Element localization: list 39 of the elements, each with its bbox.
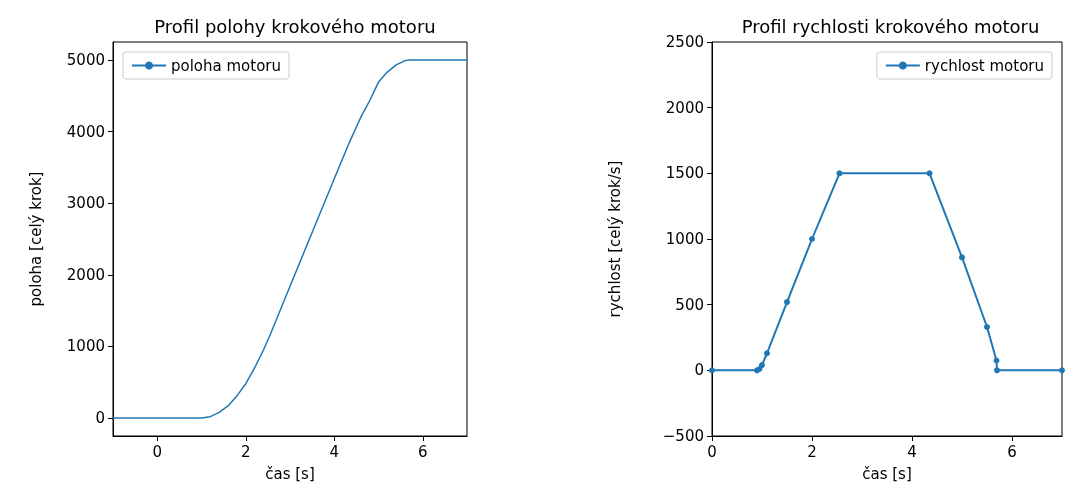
x-tick-label: 6 <box>1007 442 1017 461</box>
line-series <box>112 59 468 419</box>
x-tick-label: 2 <box>240 442 251 461</box>
point <box>784 299 790 306</box>
y-tick-label: 1000 <box>66 337 105 356</box>
y-tick-label: 500 <box>675 295 704 314</box>
point <box>959 254 965 261</box>
x-tick-label: 2 <box>807 442 817 461</box>
x-tick-label: 0 <box>152 442 163 461</box>
point <box>809 236 815 242</box>
chart-title: Profil rychlosti krokového motoru <box>741 15 1040 37</box>
x-axis-title: čas [s] <box>265 464 315 483</box>
point <box>764 350 770 357</box>
y-tick-label: 2000 <box>66 265 105 284</box>
y-tick-label: 1500 <box>665 164 704 183</box>
y-tick-label: 4000 <box>66 122 105 141</box>
y-tick-label: 0 <box>95 409 105 428</box>
y-tick-label: 1000 <box>665 230 704 248</box>
y-axis-title: rychlost [celý krok/s] <box>605 160 624 318</box>
y-tick-label: 2500 <box>665 33 704 51</box>
x-tick-label: 6 <box>417 442 428 461</box>
point <box>993 357 1000 364</box>
y-axis-title: poloha [celý krok] <box>26 171 45 307</box>
x-tick-label: 0 <box>707 442 717 461</box>
point <box>994 367 1000 374</box>
x-tick-label: 4 <box>907 442 917 461</box>
chart-title: Profil polohy krokového motoru <box>154 15 436 37</box>
y-tick-label: −500 <box>662 427 704 445</box>
legend-label: poloha motoru <box>171 56 282 75</box>
y-tick-label: 0 <box>694 361 704 380</box>
point <box>1059 367 1065 374</box>
x-tick-label: 4 <box>329 442 340 461</box>
y-tick-label: 3000 <box>66 194 105 213</box>
legend-label: rychlost motoru <box>924 56 1045 75</box>
point <box>984 323 990 330</box>
point <box>759 362 765 369</box>
x-axis-title: čas [s] <box>862 464 912 483</box>
y-tick-label: 2000 <box>665 98 704 117</box>
y-tick-label: 5000 <box>66 50 105 69</box>
